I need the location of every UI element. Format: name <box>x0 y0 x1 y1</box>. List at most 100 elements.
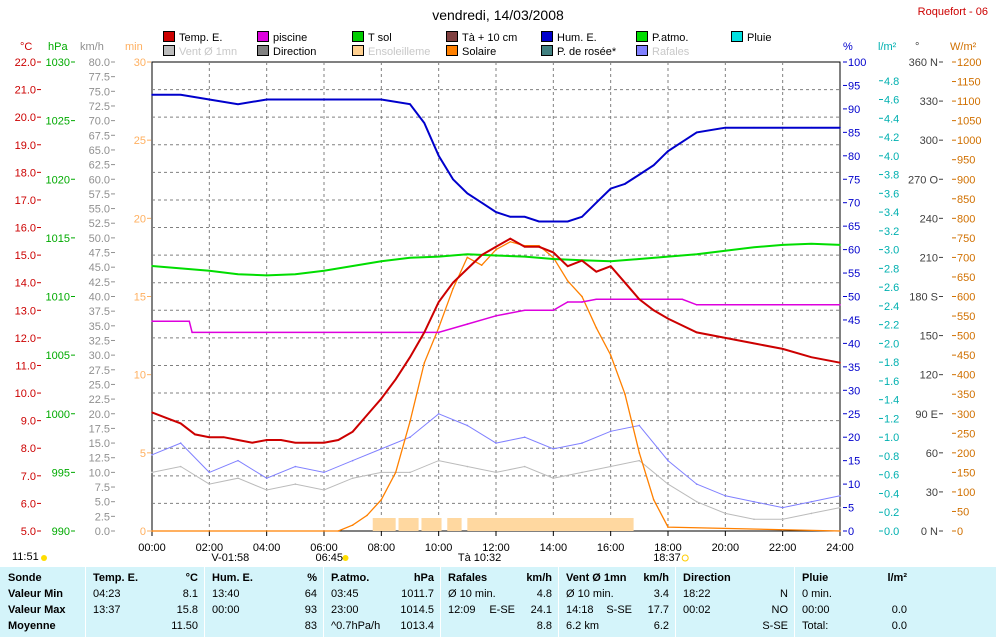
temp-axis-tick: 9.0 <box>21 416 36 428</box>
data-point <box>452 178 454 181</box>
hum-axis-tick: 65 <box>848 221 860 233</box>
legend-item-t-sol: T sol <box>352 31 392 44</box>
table-cell-value: 15.8 <box>176 604 198 616</box>
data-point <box>237 477 239 480</box>
solar-axis-tick: 1150 <box>957 77 981 89</box>
wind-axis-tick: 42.5 <box>89 277 110 289</box>
wind-axis-tick: 57.5 <box>89 189 110 201</box>
data-point <box>609 265 612 267</box>
data-point <box>839 126 841 129</box>
wind-axis-tick: 22.5 <box>89 394 110 406</box>
x-axis-tick: 20:00 <box>712 542 740 554</box>
solar-axis-tick: 800 <box>957 213 975 225</box>
dir-axis-tick: 270 O <box>908 174 938 186</box>
data-point <box>724 126 727 129</box>
rain-axis-tick: 0.8 <box>884 451 899 463</box>
data-point <box>724 495 727 497</box>
table-group-header: Vent Ø 1mn <box>566 572 627 584</box>
data-point <box>581 301 583 303</box>
wind-axis-tick: 47.5 <box>89 248 110 260</box>
legend-label: Temp. E. <box>179 32 223 44</box>
data-point <box>265 274 268 277</box>
data-point <box>495 248 497 251</box>
data-point <box>638 298 641 301</box>
table-group-header: Pluie <box>802 572 829 584</box>
dir-axis-tick: 240 <box>920 213 938 225</box>
data-point <box>452 287 454 290</box>
data-point <box>523 465 526 468</box>
data-point <box>380 98 383 101</box>
data-point <box>624 393 626 396</box>
data-point <box>724 303 727 306</box>
rain-axis-tick: 4.8 <box>884 76 899 88</box>
data-point <box>509 240 512 243</box>
data-point <box>609 187 612 190</box>
rain-axis-tick: 0.0 <box>884 526 899 538</box>
x-axis-tick: 12:00 <box>482 542 510 554</box>
data-point <box>609 298 612 301</box>
wind-axis-tick: 45.0 <box>89 262 110 274</box>
data-point <box>552 258 555 260</box>
data-point <box>151 453 153 456</box>
data-point <box>366 414 368 416</box>
wind-axis-tick: 70.0 <box>89 116 110 128</box>
data-point <box>781 303 784 306</box>
data-point <box>437 301 440 303</box>
data-point <box>667 317 669 320</box>
wind-axis-tick: 2.5 <box>95 511 110 523</box>
wind-axis-tick: 5.0 <box>95 497 110 509</box>
legend-item-piscine: piscine <box>257 31 307 44</box>
data-point <box>638 424 641 427</box>
hum-axis-tick: 30 <box>848 385 860 397</box>
data-point <box>724 337 727 339</box>
data-point <box>265 331 268 334</box>
dir-axis-tick: 330 <box>920 96 938 108</box>
rain-axis-tick: 3.0 <box>884 245 899 257</box>
data-point <box>151 471 153 474</box>
table-row-label: Sonde <box>8 572 42 584</box>
temp-axis-tick: 21.0 <box>15 85 36 97</box>
legend-label: Rafales <box>652 46 690 58</box>
data-point <box>695 131 698 134</box>
solar-axis-tick: 750 <box>957 233 975 245</box>
legend-item-ensoleilleme: Ensoleilleme <box>352 45 430 58</box>
data-point <box>294 483 297 485</box>
data-point <box>265 477 268 480</box>
data-point <box>667 298 669 301</box>
data-point <box>724 249 727 252</box>
data-point <box>409 436 411 439</box>
table-cell-value: 8.8 <box>536 620 552 632</box>
solar-axis-tick: 50 <box>957 506 969 518</box>
x-axis-tick: 04:00 <box>253 542 281 554</box>
x-axis-tick: 14:00 <box>540 542 568 554</box>
data-point <box>810 242 813 245</box>
wind-unit-label: km/h <box>80 41 104 53</box>
temp-axis-tick: 5.0 <box>21 526 36 538</box>
table-cell-time: 04:23 <box>93 588 121 600</box>
data-point <box>495 442 497 444</box>
sun-unit-label: min <box>125 41 143 53</box>
solar-axis-tick: 350 <box>957 389 975 401</box>
data-point <box>681 298 684 301</box>
event-min-time: V-01:58 <box>211 552 249 564</box>
data-point <box>208 436 211 439</box>
table-group-unit: km/h <box>526 572 552 584</box>
temp-axis-tick: 11.0 <box>15 360 36 372</box>
dir-axis-tick: 120 <box>920 370 938 382</box>
table-separator <box>204 567 205 637</box>
wind-axis-tick: 27.5 <box>89 365 110 377</box>
data-point <box>595 326 598 329</box>
legend-label: P. de rosée* <box>557 46 617 58</box>
data-point <box>652 309 655 312</box>
sunshine-bar <box>447 518 462 531</box>
legend-swatch <box>636 45 648 56</box>
data-point <box>839 361 841 364</box>
data-point <box>351 524 354 526</box>
sun-axis-tick: 20 <box>134 213 146 225</box>
solar-axis-tick: 250 <box>957 428 975 440</box>
table-separator <box>558 567 559 637</box>
event-peak: Tà 10:32 <box>458 552 501 564</box>
solar-axis-tick: 0 <box>957 526 963 538</box>
hum-axis-tick: 70 <box>848 198 860 210</box>
temp-axis-tick: 18.0 <box>15 167 36 179</box>
